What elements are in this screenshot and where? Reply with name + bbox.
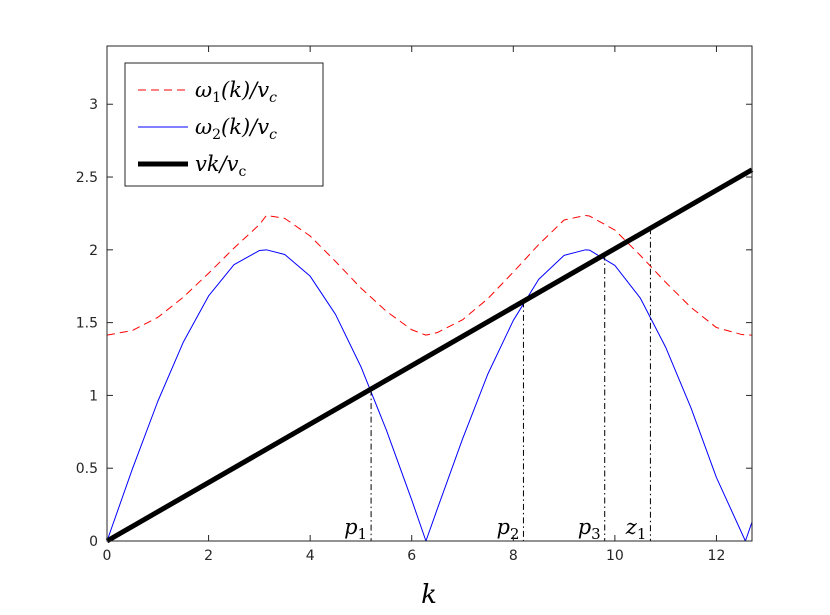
x-tick-label: 10 (606, 548, 624, 564)
annotation-label-p1: p1 (344, 515, 367, 543)
y-tick-label: 2 (89, 243, 98, 259)
annotation-label-p2: p2 (496, 515, 519, 543)
y-tick-label: 0.5 (76, 461, 98, 477)
x-axis-ticks: 0 2 4 6 8 10 12 (103, 46, 726, 564)
x-tick-label: 4 (306, 548, 315, 564)
legend-label-1: ω1(k)/vc (195, 78, 277, 106)
series-layer (105, 167, 754, 544)
y-tick-label: 0 (89, 534, 98, 550)
series-line-2 (106, 249, 753, 542)
x-tick-label: 0 (103, 548, 112, 564)
legend: ω1(k)/vc ω2(k)/vc vk/vc (124, 62, 324, 187)
y-axis-ticks: 0 0.5 1 1.5 2 2.5 3 (76, 97, 752, 550)
y-tick-label: 1 (89, 388, 98, 404)
annotation-label-p3: p3 (578, 515, 601, 543)
x-tick-label: 8 (509, 548, 518, 564)
annotation-layer: p1 p2 p3 z1 (344, 228, 651, 543)
y-tick-label: 1.5 (76, 316, 98, 332)
annotation-label-z1: z1 (625, 515, 647, 543)
plot-frame (106, 45, 753, 542)
x-tick-label: 6 (407, 548, 416, 564)
x-tick-label: 12 (708, 548, 726, 564)
legend-label-3: vk/vc (195, 152, 247, 180)
x-tick-label: 2 (204, 548, 213, 564)
y-tick-label: 2.5 (76, 170, 98, 186)
series-line-3 (105, 167, 754, 544)
y-tick-label: 3 (89, 97, 98, 113)
legend-label-2: ω2(k)/vc (195, 115, 277, 143)
x-axis-title: k (421, 580, 437, 610)
